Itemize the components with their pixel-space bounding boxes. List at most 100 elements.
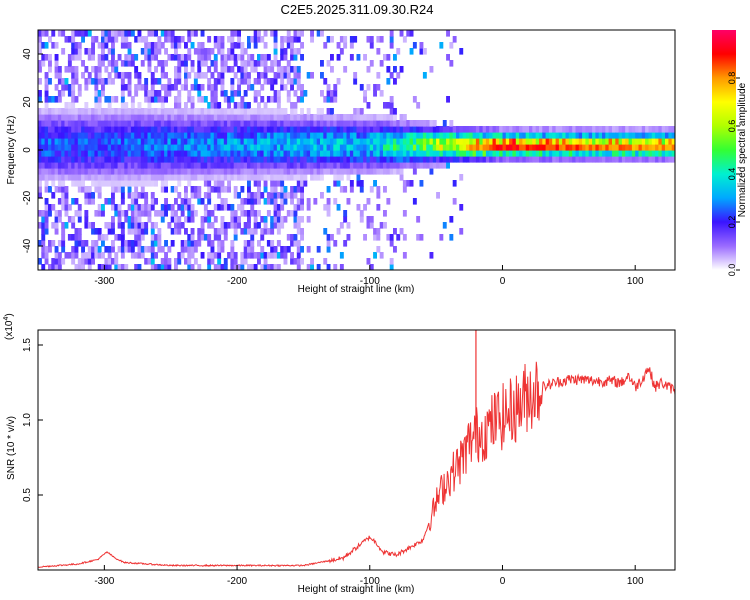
heatmap-cell xyxy=(203,216,208,223)
heatmap-cell xyxy=(64,66,69,73)
heatmap-cell xyxy=(223,90,228,97)
heatmap-cell xyxy=(243,150,248,157)
heatmap-cell xyxy=(130,222,135,229)
heatmap-cell xyxy=(326,240,331,247)
heatmap-cell xyxy=(257,258,261,265)
heatmap-cell xyxy=(137,216,142,223)
heatmap-cell xyxy=(250,234,255,241)
heatmap-cell xyxy=(366,198,371,205)
heatmap-cell xyxy=(207,144,212,151)
heatmap-cell xyxy=(87,192,92,199)
heatmap-cell xyxy=(124,180,129,187)
heatmap-cell xyxy=(64,84,69,91)
heatmap-cell xyxy=(296,180,301,187)
heatmap-cell xyxy=(57,144,62,151)
heatmap-cell xyxy=(81,264,85,270)
heatmap-cell xyxy=(187,114,192,121)
heatmap-cell xyxy=(220,36,225,43)
heatmap-cell xyxy=(316,150,321,157)
heatmap-cell xyxy=(253,108,258,115)
y-tick-label: -20 xyxy=(22,190,33,205)
heatmap-cell xyxy=(306,264,311,270)
heatmap-cell xyxy=(366,126,371,133)
heatmap-cell xyxy=(247,72,251,79)
heatmap-cell xyxy=(130,144,135,151)
heatmap-cell xyxy=(207,156,212,163)
heatmap-cell xyxy=(134,252,139,259)
heatmap-cell xyxy=(532,132,537,139)
heatmap-cell xyxy=(154,126,158,133)
heatmap-cell xyxy=(230,162,235,169)
heatmap-cell xyxy=(605,156,610,163)
heatmap-cell xyxy=(631,144,636,151)
heatmap-cell xyxy=(625,150,630,157)
heatmap-cell xyxy=(217,78,222,85)
heatmap-cell xyxy=(406,150,411,157)
heatmap-cell xyxy=(223,156,228,163)
heatmap-cell xyxy=(393,144,397,151)
heatmap-cell xyxy=(127,240,132,247)
heatmap-cell xyxy=(313,144,318,151)
heatmap-cell xyxy=(114,108,119,115)
heatmap-cell xyxy=(290,162,294,169)
heatmap-cell xyxy=(310,162,314,169)
heatmap-cell xyxy=(87,150,92,157)
heatmap-cell xyxy=(562,144,567,151)
heatmap-cell xyxy=(174,228,178,235)
heatmap-cell xyxy=(114,60,119,67)
heatmap-cell xyxy=(260,168,265,175)
heatmap-cell xyxy=(296,126,301,133)
heatmap-cell xyxy=(144,192,149,199)
heatmap-cell xyxy=(130,108,135,115)
heatmap-cell xyxy=(64,138,69,145)
heatmap-cell xyxy=(187,198,192,205)
heatmap-cell xyxy=(230,174,235,181)
heatmap-cell xyxy=(522,138,527,145)
heatmap-cell xyxy=(107,30,112,37)
heatmap-cell xyxy=(104,120,109,127)
heatmap-cell xyxy=(134,54,139,61)
heatmap-cell xyxy=(389,108,394,115)
heatmap-cell xyxy=(140,144,145,151)
heatmap-cell xyxy=(210,72,215,79)
heatmap-cell xyxy=(671,138,675,145)
heatmap-cell xyxy=(227,48,231,55)
heatmap-cell xyxy=(61,180,66,187)
heatmap-cell xyxy=(127,150,132,157)
heatmap-cell xyxy=(230,168,235,175)
heatmap-cell xyxy=(296,246,301,253)
heatmap-cell xyxy=(266,168,271,175)
heatmap-cell xyxy=(207,234,212,241)
heatmap-cell xyxy=(263,54,268,61)
heatmap-cell xyxy=(399,132,404,139)
heatmap-cell xyxy=(154,180,158,187)
heatmap-cell xyxy=(64,186,69,193)
heatmap-cell xyxy=(223,126,228,133)
heatmap-cell xyxy=(67,168,72,175)
heatmap-cell xyxy=(213,150,218,157)
heatmap-cell xyxy=(227,186,231,193)
heatmap-cell xyxy=(276,264,281,270)
heatmap-cell xyxy=(111,258,115,265)
heatmap-cell xyxy=(111,174,115,181)
heatmap-cell xyxy=(154,132,158,139)
heatmap-cell xyxy=(266,264,271,270)
heatmap-cell xyxy=(41,210,46,217)
heatmap-cell xyxy=(373,138,377,145)
heatmap-cell xyxy=(237,54,241,61)
heatmap-cell xyxy=(386,234,391,241)
heatmap-cell xyxy=(442,162,447,169)
heatmap-cell xyxy=(101,144,105,151)
heatmap-cell xyxy=(127,138,132,145)
heatmap-cell xyxy=(48,264,52,270)
heatmap-cell xyxy=(376,234,381,241)
heatmap-cell xyxy=(602,132,606,139)
heatmap-cell xyxy=(190,114,195,121)
heatmap-cell xyxy=(502,156,507,163)
heatmap-cell xyxy=(665,150,669,157)
heatmap-cell xyxy=(187,204,192,211)
heatmap-cell xyxy=(104,264,109,270)
heatmap-cell xyxy=(120,36,125,43)
heatmap-cell xyxy=(469,144,474,151)
heatmap-cell xyxy=(124,114,129,121)
